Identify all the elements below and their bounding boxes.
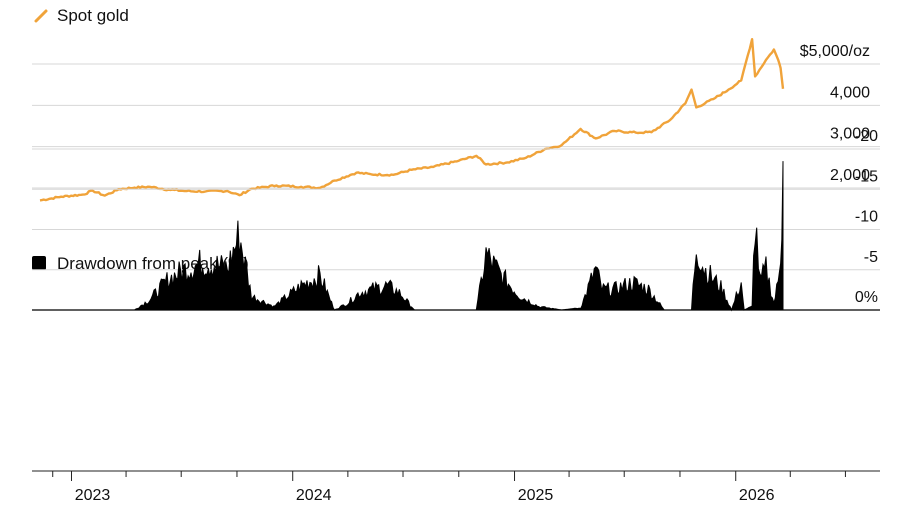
gold-price-line <box>39 38 785 202</box>
x-axis-label: 2024 <box>296 487 332 504</box>
gold-y-tick-label: 2,000 <box>830 167 870 184</box>
gold-y-tick-label: 4,000 <box>830 84 870 101</box>
gold-y-tick-label: 3,000 <box>830 126 870 143</box>
drawdown-y-tick-label: -5 <box>864 249 878 266</box>
drawdown-y-tick-labels: 0% -5 -10 -15 -20 <box>855 128 878 306</box>
x-axis-label: 2026 <box>739 487 775 504</box>
x-axis-label: 2023 <box>75 487 111 504</box>
gold-legend-label: Spot gold <box>57 6 129 25</box>
gold-y-tick-label: $5,000/oz <box>800 43 870 60</box>
gold-legend: Spot gold <box>34 6 129 25</box>
drawdown-grid <box>32 148 880 271</box>
x-axis-label: 2025 <box>518 487 554 504</box>
drawdown-y-tick-label: -15 <box>855 168 878 185</box>
x-axis-labels: 2023 2024 2025 2026 <box>75 487 775 504</box>
drawdown-y-tick-label: -20 <box>855 128 878 145</box>
x-axis-ticks <box>52 471 846 481</box>
drawdown-area <box>133 161 784 312</box>
gold-y-tick-labels: 2,000 3,000 4,000 $5,000/oz <box>800 43 870 184</box>
drawdown-y-tick-label: -10 <box>855 209 878 226</box>
gold-grid <box>32 63 880 189</box>
drawdown-y-tick-label: 0% <box>855 289 878 306</box>
gold-legend-swatch <box>34 9 48 23</box>
drawdown-legend-swatch <box>32 256 46 270</box>
